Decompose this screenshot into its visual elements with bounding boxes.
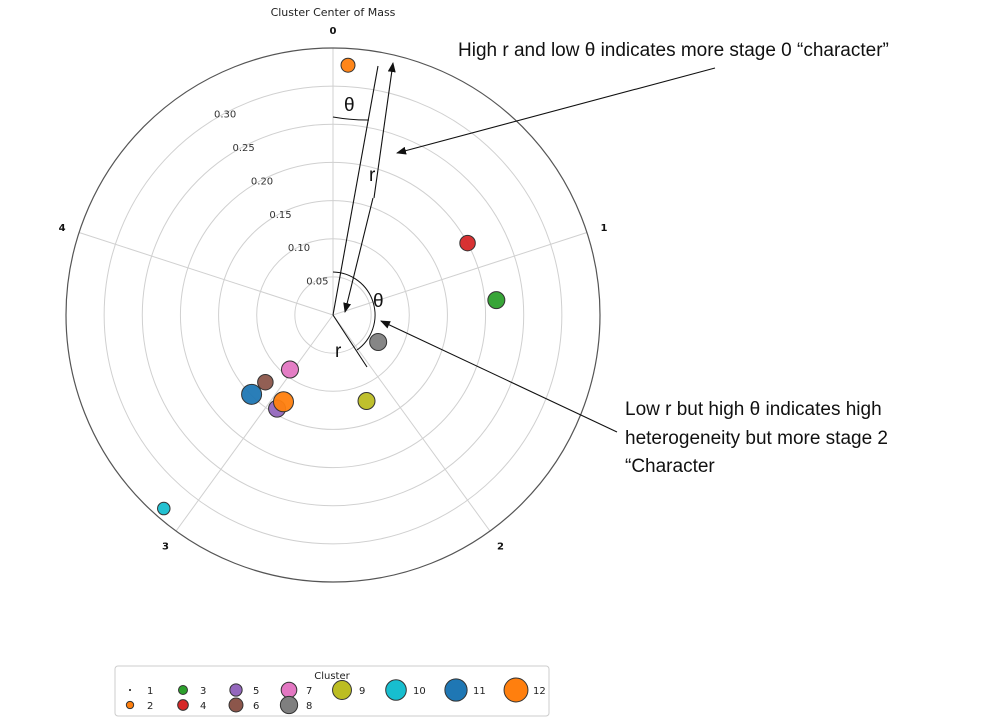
legend-label-6: 6 (253, 701, 259, 712)
annotation-lines (332, 62, 716, 433)
legend-label-10: 10 (413, 686, 426, 697)
legend-marker-9 (332, 680, 352, 700)
legend-marker-7 (280, 681, 298, 699)
radial-tick-1: 0.05 (306, 277, 328, 288)
top-annotation-text: High r and low θ indicates more stage 0 … (458, 40, 889, 61)
legend-marker-5 (229, 683, 243, 697)
top-r-arrow-up (373, 62, 396, 199)
point-cluster-4 (459, 234, 476, 252)
polar-frame (65, 47, 601, 583)
legend-marker-11 (444, 678, 468, 702)
legend-marker-12 (503, 677, 529, 703)
angular-tick-1: 1 (600, 223, 607, 234)
top-r-symbol: r (369, 165, 376, 186)
radial-tick-3: 0.15 (269, 210, 291, 221)
grid-spoke-2 (332, 314, 491, 532)
grid-spoke-4 (78, 232, 334, 316)
radial-tick-2: 0.10 (288, 243, 310, 254)
bottom-vector-line (332, 314, 368, 368)
legend-label-3: 3 (200, 686, 206, 697)
legend-marker-10 (385, 679, 407, 701)
top-r-arrow-down (343, 197, 374, 313)
point-cluster-10 (157, 501, 171, 516)
polar-grid (78, 48, 588, 545)
bottom-r-symbol: r (335, 341, 342, 362)
legend-label-7: 7 (306, 686, 312, 697)
radial-tick-4: 0.20 (251, 176, 273, 187)
angular-tick-labels: 0 1 2 3 4 (59, 26, 608, 552)
legend-label-2: 2 (147, 701, 153, 712)
top-theta-symbol: θ (344, 95, 355, 116)
legend-title: Cluster (314, 671, 350, 682)
legend-label-8: 8 (306, 701, 312, 712)
radial-tick-6: 0.30 (214, 110, 236, 121)
point-cluster-7 (280, 360, 299, 379)
top-pointer-arrow (396, 67, 716, 155)
point-cluster-6 (257, 373, 274, 391)
angular-tick-0: 0 (330, 26, 337, 37)
bottom-annotation-line-2: heterogeneity but more stage 2 (625, 428, 888, 449)
top-vector-line (332, 65, 379, 316)
angular-tick-2: 2 (497, 541, 504, 552)
legend-marker-4 (177, 699, 189, 711)
radial-tick-labels: 0.05 0.10 0.15 0.20 0.25 0.30 (214, 110, 329, 288)
point-cluster-2 (340, 57, 356, 73)
legend-label-4: 4 (200, 701, 206, 712)
chart-title: Cluster Center of Mass (271, 6, 396, 19)
bottom-theta-symbol: θ (373, 291, 384, 312)
bottom-theta-arc (332, 271, 376, 351)
angular-tick-3: 3 (162, 541, 169, 552)
point-cluster-3 (487, 291, 506, 310)
bottom-annotation-line-1: Low r but high θ indicates high (625, 399, 882, 420)
legend-marker-3 (178, 685, 188, 695)
legend-label-9: 9 (359, 686, 365, 697)
point-cluster-8 (369, 333, 388, 352)
legend-marker-1 (129, 689, 131, 691)
bottom-annotation-line-3: “Character (625, 456, 715, 477)
point-cluster-11 (241, 383, 263, 405)
scatter-points (157, 57, 506, 516)
legend-box (114, 665, 550, 717)
point-cluster-9 (357, 392, 376, 411)
legend-label-1: 1 (147, 686, 153, 697)
legend-label-11: 11 (473, 686, 486, 697)
legend-label-12: 12 (533, 686, 546, 697)
bottom-pointer-arrow (380, 320, 618, 433)
point-cluster-12 (272, 391, 294, 413)
grid-spoke-1 (332, 232, 588, 316)
legend-marker-2 (125, 700, 135, 710)
grid-spoke-3 (175, 314, 334, 532)
legend-marker-6 (228, 697, 244, 713)
radial-tick-5: 0.25 (232, 143, 254, 154)
angular-tick-4: 4 (59, 223, 66, 234)
legend-label-5: 5 (253, 686, 259, 697)
top-theta-arc (332, 116, 370, 121)
legend-marker-8 (279, 695, 299, 715)
